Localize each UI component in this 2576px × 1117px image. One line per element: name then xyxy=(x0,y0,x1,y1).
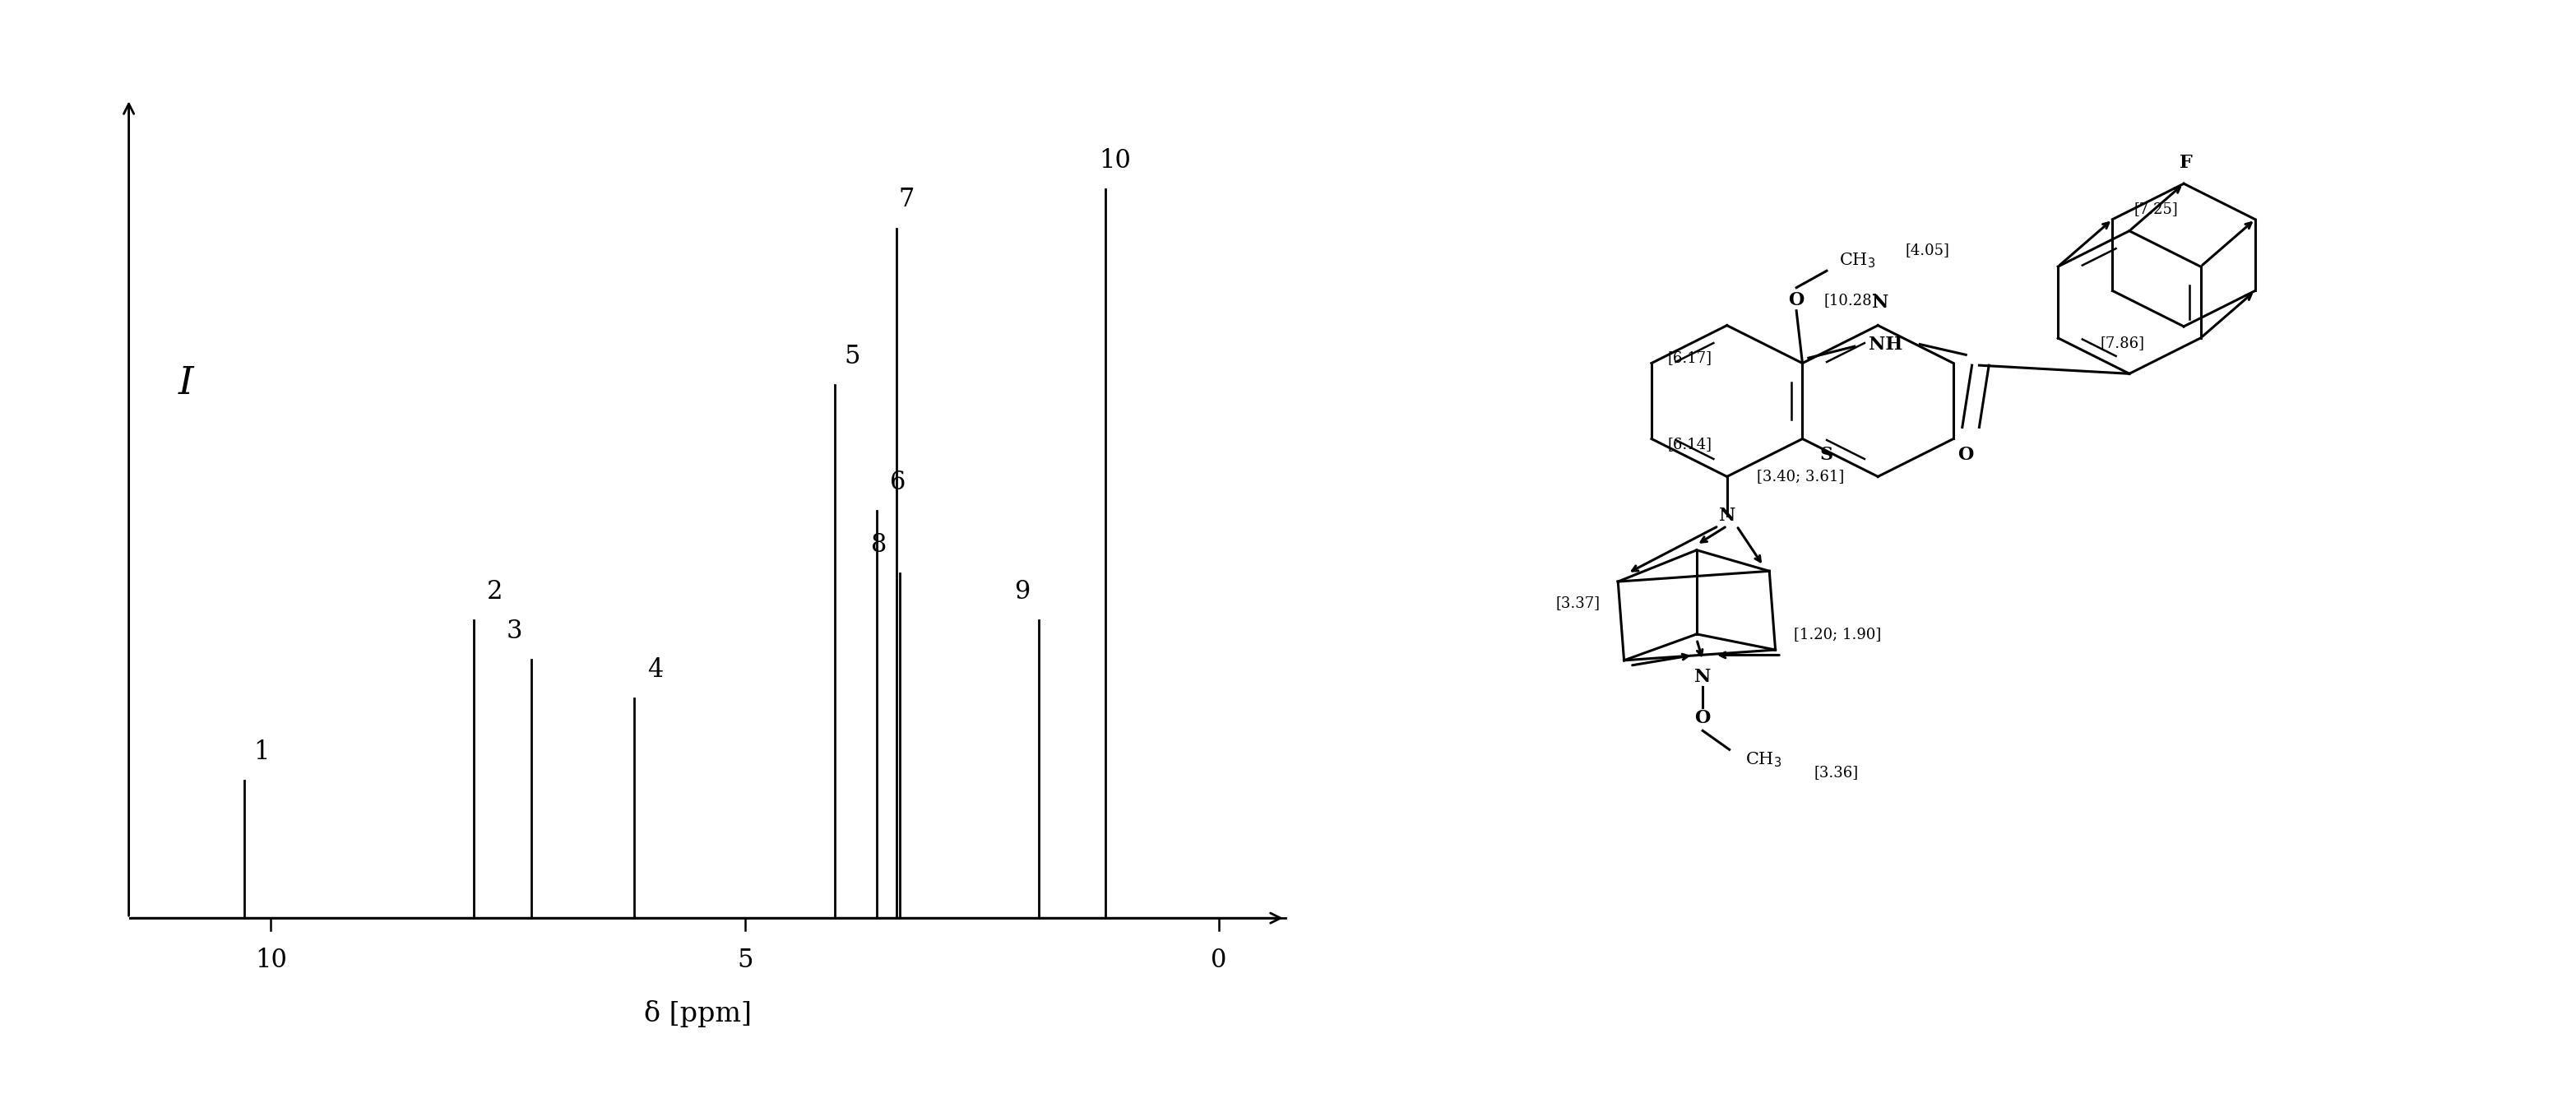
Text: I: I xyxy=(178,365,193,402)
Text: 9: 9 xyxy=(1015,579,1030,604)
Text: 0: 0 xyxy=(1211,948,1226,973)
Text: O: O xyxy=(1788,292,1803,309)
Text: [7.25]: [7.25] xyxy=(2136,201,2179,217)
Text: O: O xyxy=(1958,446,1973,464)
Text: N: N xyxy=(1718,506,1736,525)
Text: 2: 2 xyxy=(487,579,502,604)
Text: 7: 7 xyxy=(899,188,914,212)
Text: [4.05]: [4.05] xyxy=(1906,242,1950,257)
Text: 5: 5 xyxy=(737,948,752,973)
Text: F: F xyxy=(2179,154,2192,172)
Text: S: S xyxy=(1821,446,1834,464)
Text: [3.40; 3.61]: [3.40; 3.61] xyxy=(1757,469,1844,484)
Text: 3: 3 xyxy=(507,618,523,643)
Text: [1.20; 1.90]: [1.20; 1.90] xyxy=(1793,627,1880,641)
Text: 1: 1 xyxy=(252,739,270,765)
Text: [6.14]: [6.14] xyxy=(1667,437,1710,451)
Text: [7.86]: [7.86] xyxy=(2099,336,2146,351)
Text: 10: 10 xyxy=(255,948,286,973)
Text: 6: 6 xyxy=(889,469,907,495)
Text: N: N xyxy=(1695,668,1710,686)
Text: NH: NH xyxy=(1870,335,1904,353)
Text: 4: 4 xyxy=(647,658,662,682)
Text: N: N xyxy=(1873,294,1888,312)
Text: δ [ppm]: δ [ppm] xyxy=(644,1001,752,1028)
Text: CH$_3$: CH$_3$ xyxy=(1839,251,1875,269)
Text: CH$_3$: CH$_3$ xyxy=(1744,751,1783,770)
Text: 8: 8 xyxy=(871,532,886,557)
Text: [3.36]: [3.36] xyxy=(1814,765,1860,780)
Text: [3.37]: [3.37] xyxy=(1556,595,1600,610)
Text: 5: 5 xyxy=(845,344,860,370)
Text: 10: 10 xyxy=(1100,147,1131,173)
Text: [10.28]: [10.28] xyxy=(1824,293,1878,307)
Text: [6.17]: [6.17] xyxy=(1667,351,1710,365)
Text: O: O xyxy=(1695,709,1710,727)
